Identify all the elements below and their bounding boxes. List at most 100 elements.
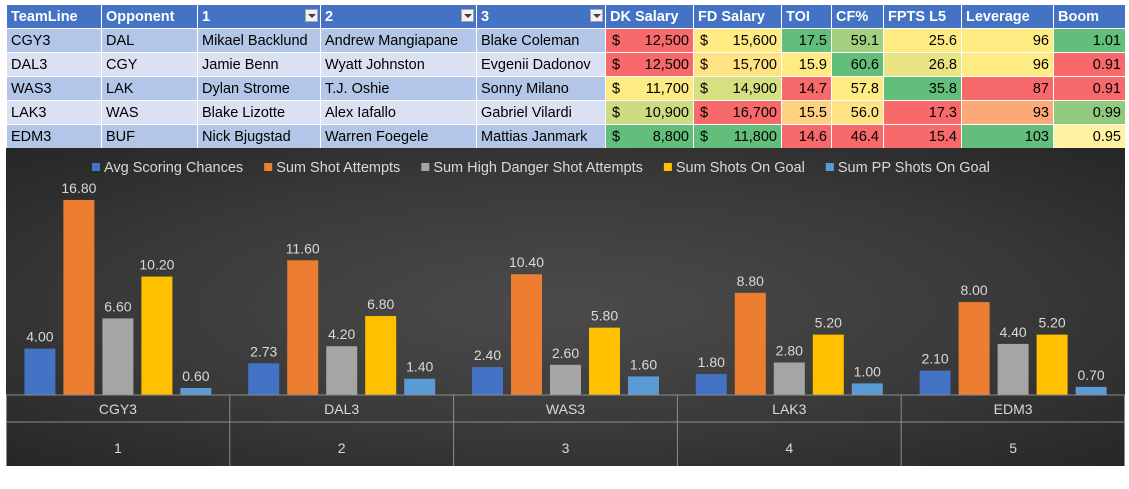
table-cell-p3: Sonny Milano: [476, 76, 606, 101]
bar: [628, 376, 659, 395]
table-cell-fpts: 35.8: [883, 76, 962, 101]
currency-symbol: $: [700, 56, 709, 73]
currency-symbol: $: [612, 80, 621, 97]
table-cell-fd-salary: $15,700: [693, 52, 782, 77]
table-cell-fd-salary: $16,700: [693, 100, 782, 125]
category-sub-label: 5: [1009, 440, 1017, 456]
table-row: EDM3 BUF Nick Bjugstad Warren Foegele Mattia…: [6, 124, 1126, 149]
data-label: 2.60: [552, 345, 579, 361]
table-cell-toi: 17.5: [781, 28, 832, 53]
table-cell-cf: 59.1: [831, 28, 884, 53]
column-header: CF%: [831, 4, 884, 29]
column-header-label: FPTS L5: [888, 8, 947, 25]
table-cell-teamline: LAK3: [6, 100, 102, 125]
column-header-label: DK Salary: [610, 8, 679, 25]
table-cell-fd-salary: $14,900: [693, 76, 782, 101]
currency-symbol: $: [612, 128, 621, 145]
data-label: 11.60: [286, 240, 320, 256]
lineup-table: TeamLine Opponent 1 2 3 DK Salary FD Salary TOI…: [6, 4, 1126, 149]
currency-symbol: $: [700, 32, 709, 49]
bar-chart: Avg Scoring Chances Sum Shot Attempts Sum …: [6, 160, 1125, 466]
table-cell-leverage: 93: [961, 100, 1054, 125]
column-header: 1: [197, 4, 321, 29]
bar: [102, 318, 134, 395]
bar: [24, 348, 56, 395]
data-label: 8.00: [960, 282, 987, 298]
table-cell-p1: Mikael Backlund: [197, 28, 321, 53]
legend-swatch: [421, 163, 430, 171]
data-label: 1.00: [854, 363, 881, 379]
table-cell-p2: Alex Iafallo: [320, 100, 477, 125]
data-label: 1.40: [406, 359, 433, 375]
lineup-table-container: TeamLine Opponent 1 2 3 DK Salary FD Salary TOI…: [6, 4, 1126, 149]
bar: [141, 276, 173, 395]
data-label: 8.80: [737, 273, 764, 289]
table-cell-toi: 14.7: [781, 76, 832, 101]
data-label: 6.60: [104, 298, 131, 314]
table-cell-dk-salary: $10,900: [605, 100, 694, 125]
table-cell-leverage: 87: [961, 76, 1054, 101]
table-cell-fpts: 26.8: [883, 52, 962, 77]
bar: [851, 383, 883, 395]
legend-entry: Avg Scoring Chances: [104, 160, 243, 176]
table-cell-p1: Jamie Benn: [197, 52, 321, 77]
filter-dropdown-icon[interactable]: [461, 9, 474, 22]
bar: [180, 388, 212, 395]
table-cell-fd-salary: $11,800: [693, 124, 782, 149]
data-label: 5.80: [591, 308, 618, 324]
table-cell-teamline: DAL3: [6, 52, 102, 77]
currency-symbol: $: [612, 32, 621, 49]
data-label: 2.10: [921, 351, 948, 367]
currency-symbol: $: [700, 104, 709, 121]
category-sub-label: 2: [338, 440, 346, 456]
salary-value: 11,700: [645, 80, 689, 97]
bar: [589, 327, 620, 395]
table-header-row: TeamLine Opponent 1 2 3 DK Salary FD Salary TOI…: [6, 4, 1126, 29]
column-header: Opponent: [101, 4, 198, 29]
table-cell-fpts: 17.3: [883, 100, 962, 125]
column-header: FPTS L5: [883, 4, 962, 29]
table-cell-boom: 0.95: [1053, 124, 1126, 149]
bar: [773, 362, 805, 395]
table-cell-teamline: CGY3: [6, 28, 102, 53]
filter-dropdown-icon[interactable]: [305, 9, 318, 22]
table-cell-boom: 0.91: [1053, 76, 1126, 101]
salary-value: 8,800: [652, 128, 689, 145]
data-label: 2.80: [776, 342, 803, 358]
table-row: DAL3 CGY Jamie Benn Wyatt Johnston Evgenii D…: [6, 52, 1126, 77]
column-header: Leverage: [961, 4, 1054, 29]
column-header: Boom: [1053, 4, 1126, 29]
currency-symbol: $: [612, 56, 621, 73]
table-cell-boom: 0.91: [1053, 52, 1126, 77]
salary-value: 14,900: [732, 80, 777, 97]
column-header-label: Opponent: [106, 8, 175, 25]
table-cell-dk-salary: $12,500: [605, 28, 694, 53]
table-cell-dk-salary: $12,500: [605, 52, 694, 77]
table-cell-boom: 1.01: [1053, 28, 1126, 53]
bar: [812, 334, 844, 395]
data-label: 0.70: [1077, 367, 1104, 383]
salary-value: 12,500: [644, 56, 689, 73]
currency-symbol: $: [612, 104, 621, 121]
table-cell-leverage: 96: [961, 52, 1054, 77]
chart-data-labels: 4.00 16.80 6.60 10.20 0.60 2.73 11.60 4.20 6.80 1…: [26, 180, 1105, 384]
table-cell-p1: Dylan Strome: [197, 76, 321, 101]
column-header: DK Salary: [605, 4, 694, 29]
data-label: 5.20: [1038, 315, 1065, 331]
bar: [1075, 386, 1107, 395]
table-cell-toi: 15.5: [781, 100, 832, 125]
salary-value: 10,900: [644, 104, 689, 121]
salary-value: 15,700: [732, 56, 777, 73]
salary-value: 16,700: [732, 104, 777, 121]
filter-dropdown-icon[interactable]: [590, 9, 603, 22]
data-label: 0.60: [182, 368, 209, 384]
table-row: CGY3 DAL Mikael Backlund Andrew Mangiapane B…: [6, 28, 1126, 53]
table-cell-leverage: 96: [961, 28, 1054, 53]
table-cell-boom: 0.99: [1053, 100, 1126, 125]
table-cell-fd-salary: $15,600: [693, 28, 782, 53]
bar: [695, 374, 727, 395]
bar: [919, 370, 951, 395]
column-header-label: 2: [325, 8, 334, 25]
chart-bars: [24, 199, 1107, 395]
column-header-label: 3: [481, 8, 490, 25]
